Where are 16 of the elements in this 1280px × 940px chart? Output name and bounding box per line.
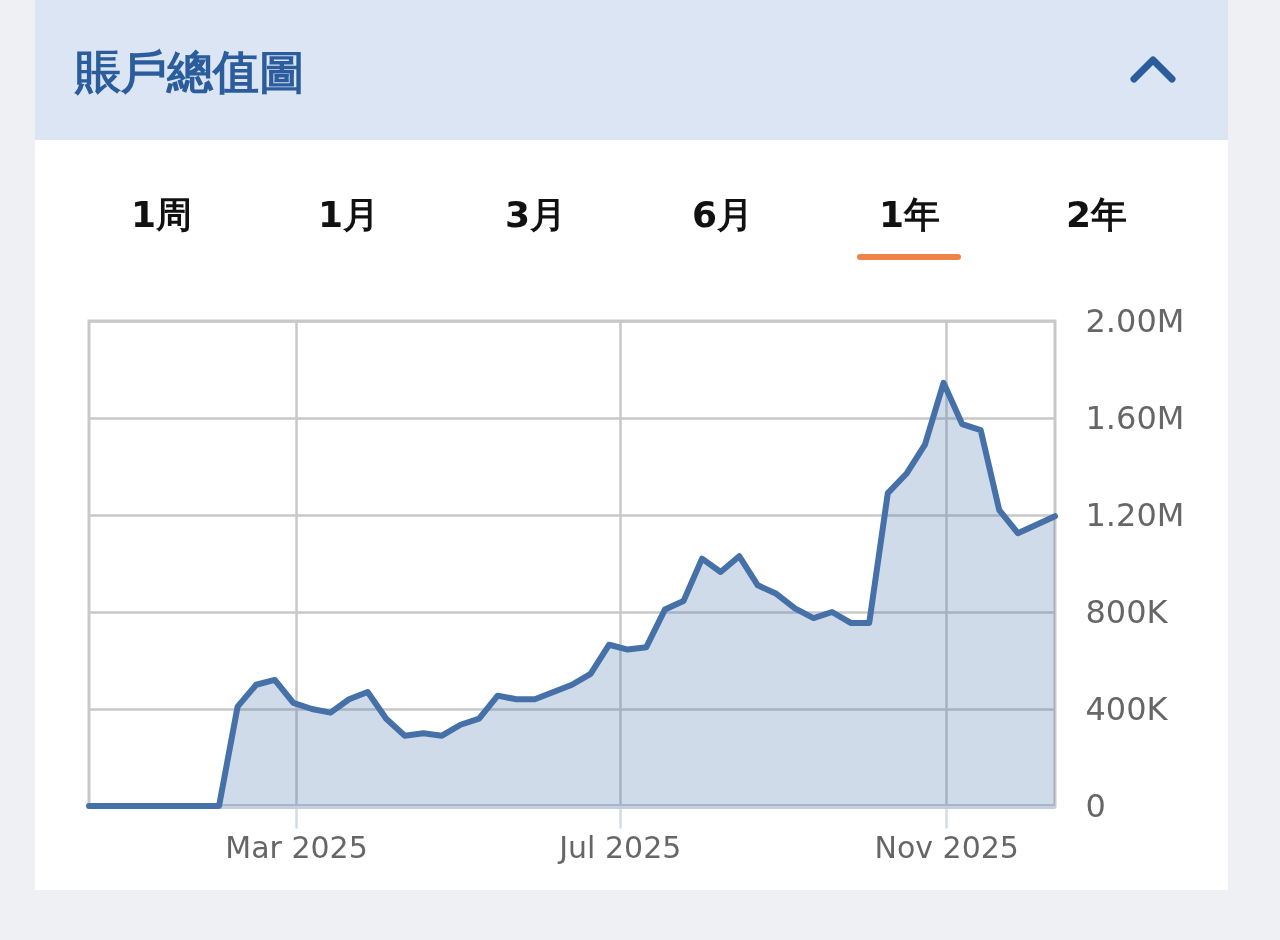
y-tick-label: 1.60M xyxy=(1085,398,1185,437)
text: 1年 xyxy=(878,194,941,235)
y-tick-label: 1.20M xyxy=(1085,495,1185,534)
text: 2年 xyxy=(1065,194,1128,235)
x-tick-label: Jul 2025 xyxy=(557,829,682,865)
y-tick-label: 800K xyxy=(1085,592,1169,631)
text: 3月 xyxy=(504,194,567,235)
text: 6月 xyxy=(691,194,754,235)
y-tick-label: 2.00M xyxy=(1085,301,1185,340)
text: 1周 xyxy=(130,194,193,235)
text: 1月 xyxy=(317,194,380,235)
x-tick-label: Nov 2025 xyxy=(874,829,1019,865)
x-tick-label: Mar 2025 xyxy=(225,829,368,865)
y-tick-label: 0 xyxy=(1085,786,1106,825)
chart-title: 賬戶總值圖 xyxy=(75,44,305,101)
y-tick-label: 400K xyxy=(1085,689,1169,728)
